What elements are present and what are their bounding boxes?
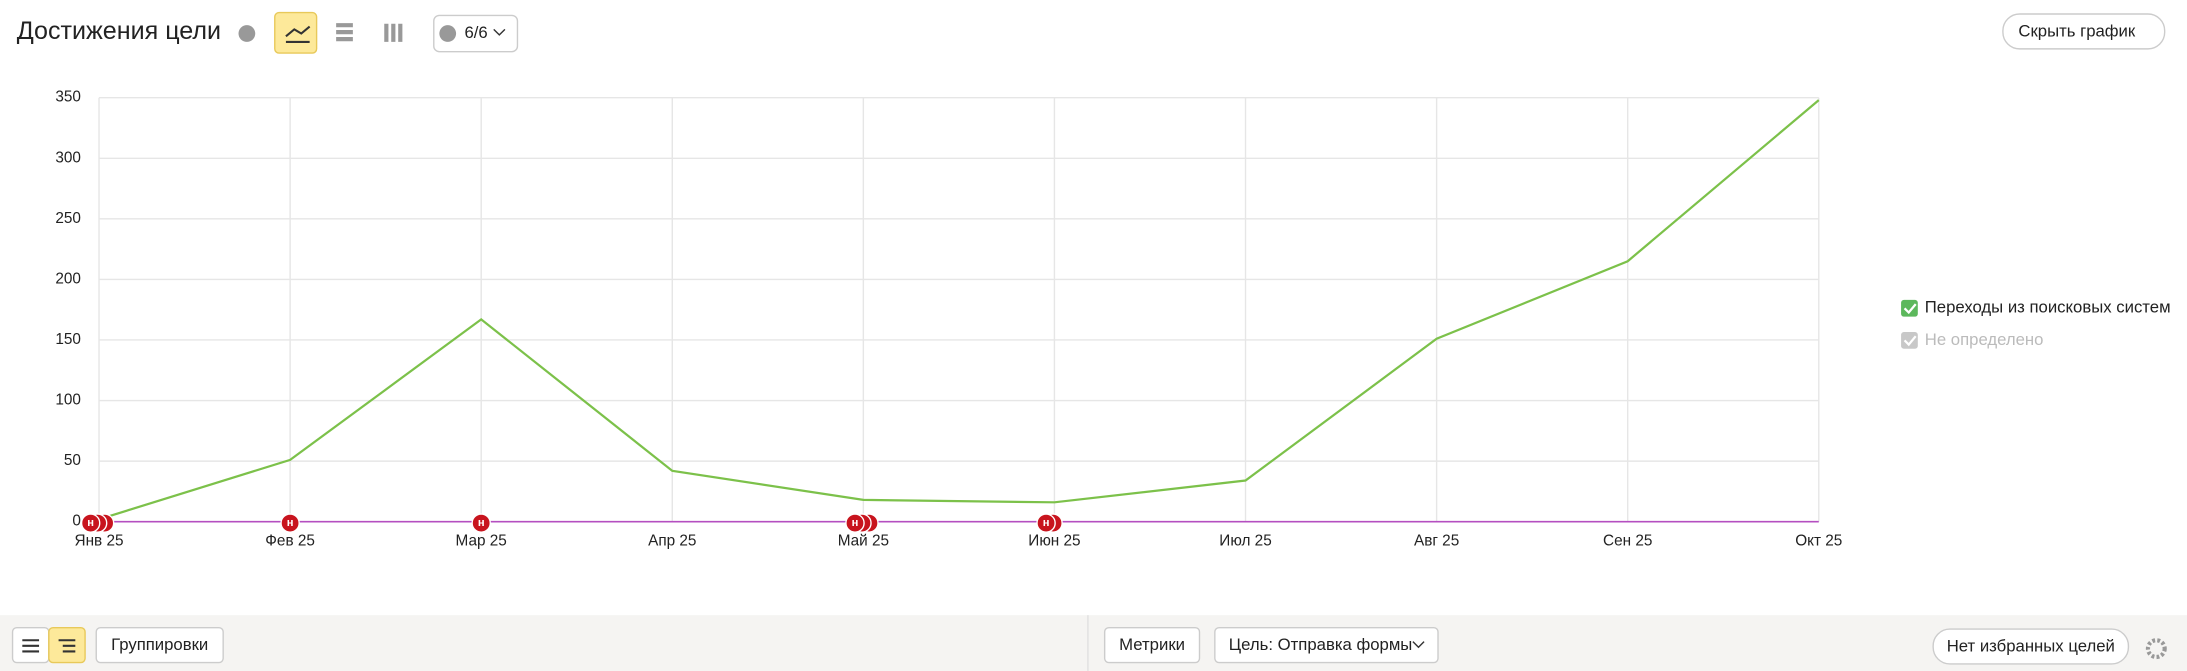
- groupings-button[interactable]: [95, 627, 224, 664]
- x-tick-label: Окт 25: [1795, 532, 1842, 549]
- legend-check: [1903, 303, 1917, 315]
- y-tick-label: 300: [55, 149, 81, 166]
- settings-icon[interactable]: [2145, 638, 2167, 660]
- annotation-label: н: [287, 517, 294, 529]
- line-series: [98, 99, 1820, 521]
- annotation-marker[interactable]: [1036, 513, 1056, 533]
- area-icon[interactable]: [336, 23, 353, 42]
- comments-count: 6/6: [464, 23, 487, 42]
- chart-type-buttons: [238, 11, 403, 54]
- line-icon[interactable]: [274, 11, 318, 54]
- annotation-label: н: [1043, 517, 1050, 529]
- footer-bar: [0, 615, 2187, 671]
- y-tick-label: 150: [55, 331, 81, 348]
- line-glyph: [285, 25, 311, 43]
- y-tick-label: 50: [64, 452, 81, 469]
- y-tick-label: 250: [55, 210, 81, 227]
- x-tick-label: Май 25: [838, 532, 889, 549]
- favorites-button[interactable]: [1932, 628, 2130, 665]
- annotation-label: н: [87, 517, 94, 529]
- x-tick-label: Июн 25: [1028, 532, 1080, 549]
- x-tick-label: Авг 25: [1414, 532, 1459, 549]
- annotation-marker[interactable]: [280, 513, 300, 533]
- x-tick-label: Сен 25: [1603, 532, 1652, 549]
- chevron: [1412, 641, 1425, 649]
- page-title: Достижения цели: [17, 17, 221, 45]
- metrics-label: Метрики: [1119, 635, 1185, 654]
- annotation-label: н: [852, 517, 859, 529]
- hide-chart-button[interactable]: [2002, 13, 2166, 50]
- legend-label: Не определено: [1925, 330, 2044, 349]
- goal-label: Цель: Отправка формы: [1229, 635, 1413, 654]
- y-tick-label: 100: [55, 392, 81, 409]
- x-tick-label: Мар 25: [456, 532, 507, 549]
- hide-chart-label: Скрыть график: [2018, 22, 2136, 41]
- annotation-marker[interactable]: [471, 513, 491, 533]
- comment-icon: [439, 25, 457, 42]
- y-tick-label: 200: [55, 270, 81, 287]
- legend-checkbox[interactable]: [1901, 332, 1918, 349]
- comments-button[interactable]: [433, 14, 519, 53]
- annotation-label: н: [478, 517, 485, 529]
- groupings-label: Группировки: [111, 635, 208, 654]
- y-tick-label: 0: [72, 513, 81, 530]
- plot: 0 50 100 150 200 250 300 350 Янв 25 Фев 25 Мар 25 А…: [55, 89, 2170, 550]
- x-tick-label: Фев 25: [265, 532, 315, 549]
- chevron: [493, 28, 506, 36]
- metrics-button[interactable]: [1103, 627, 1201, 664]
- favorites-label: Нет избранных целей: [1947, 637, 2115, 656]
- pie-icon[interactable]: [238, 25, 256, 42]
- legend-label: Переходы из поисковых систем: [1925, 298, 2171, 317]
- annotation-marker[interactable]: [80, 513, 101, 533]
- annotation-marker[interactable]: [845, 513, 865, 533]
- y-tick-label: 350: [55, 89, 81, 106]
- x-tick-label: Апр 25: [648, 532, 696, 549]
- view-glyphs: [22, 639, 76, 653]
- x-tick-label: Янв 25: [75, 532, 124, 549]
- x-tick-label: Июл 25: [1219, 532, 1271, 549]
- legend-checkbox[interactable]: [1901, 299, 1918, 317]
- bar-icon[interactable]: [384, 23, 403, 42]
- goal-select[interactable]: [1214, 627, 1439, 664]
- legend-check: [1903, 335, 1917, 347]
